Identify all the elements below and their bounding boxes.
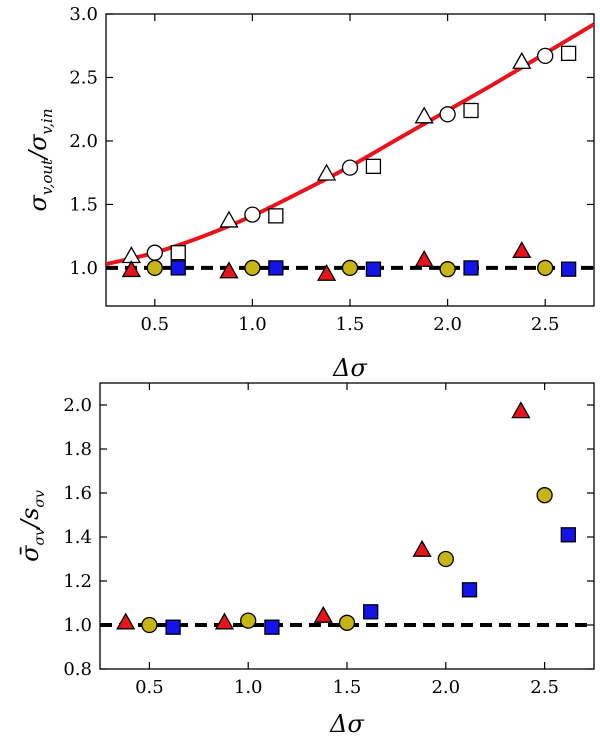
bottom-x-tick-label: 1.0	[234, 677, 263, 698]
bottom-series-1-circle-point	[338, 614, 356, 631]
top-y-tick-label: 3.0	[69, 4, 98, 25]
bottom-series-2-square-point	[560, 527, 576, 543]
top-series-5-square-point	[170, 260, 186, 276]
top-series-1-circle-point	[244, 206, 261, 223]
bottom-y-tick-label: 1.0	[63, 615, 92, 636]
top-panel: 0.5 1.0 1.5 2.0 2.5 1.0 1.5 2.0 2.5 3.0 Δσ σv,out…	[24, 4, 595, 382]
bottom-series-1-circle-point	[437, 550, 454, 568]
top-y-tick-label: 2.5	[69, 67, 98, 88]
top-x-tick-label: 2.5	[531, 314, 560, 335]
top-series-4-circle-point	[537, 259, 554, 277]
top-x-axis-title: Δσ	[332, 354, 367, 382]
top-series-2-square-point	[560, 45, 577, 62]
bottom-series-1-circle-point	[536, 487, 553, 504]
top-y-axis-title: σv,out/σv,in	[24, 109, 56, 212]
top-x-tick-label: 2.0	[433, 314, 462, 335]
top-x-tick-label: 1.5	[336, 314, 365, 335]
bottom-plot-content	[100, 401, 594, 635]
bottom-series-0-triangle-point	[412, 539, 432, 557]
top-x-tick-label: 1.0	[238, 314, 267, 335]
top-series-4-circle-point	[341, 259, 359, 277]
bottom-y-axis-title: σ̄σv/sσv	[16, 490, 48, 562]
bottom-series-2-square-point	[165, 619, 181, 635]
bottom-series-1-circle-point	[141, 616, 158, 634]
top-series-1-circle-point	[439, 106, 456, 123]
bottom-y-tick-label: 1.8	[63, 439, 92, 460]
top-series-1-circle-point	[341, 159, 359, 176]
top-series-3-triangle-point	[414, 249, 434, 267]
top-series-1-circle-point	[146, 244, 163, 261]
top-series-3-triangle-point	[512, 241, 532, 259]
top-series-4-circle-point	[439, 261, 456, 278]
top-series-0-triangle-point	[414, 106, 434, 124]
bottom-axes: 0.5 1.0 1.5 2.0 2.5 0.8 1.0 1.2 1.4 1.6 1.8 2.0	[63, 383, 594, 698]
bottom-y-tick-label: 1.6	[63, 483, 92, 504]
top-series-2-square-point	[170, 245, 186, 261]
bottom-x-tick-label: 2.0	[431, 677, 460, 698]
top-series-0-triangle-point	[512, 51, 532, 69]
bottom-x-tick-label: 1.5	[333, 677, 362, 698]
top-y-tick-label: 1.5	[69, 194, 98, 215]
top-series-3-triangle-point	[219, 261, 239, 279]
top-series-5-square-point	[560, 261, 577, 277]
bottom-x-tick-label: 2.5	[530, 677, 559, 698]
bottom-clipped-marks	[100, 401, 594, 635]
bottom-y-tick-label: 0.8	[63, 659, 92, 680]
top-y-tick-label: 2.0	[69, 131, 98, 152]
bottom-series-2-square-point	[461, 582, 478, 598]
top-series-5-square-point	[268, 260, 284, 276]
top-series-2-square-point	[463, 102, 479, 119]
top-series-2-square-point	[365, 158, 382, 174]
top-series-3-triangle-point	[316, 263, 337, 281]
bottom-x-axis-title: Δσ	[329, 710, 364, 738]
top-series-5-square-point	[365, 261, 382, 277]
top-clipped-marks	[106, 22, 594, 281]
bottom-series-2-square-point	[363, 604, 379, 620]
bottom-y-tick-label: 1.4	[63, 527, 92, 548]
top-series-0-triangle-point	[219, 210, 239, 228]
top-series-0-triangle-point	[316, 163, 337, 181]
bottom-y-tick-label: 1.2	[63, 571, 92, 592]
bottom-series-2-square-point	[264, 619, 280, 635]
bottom-series-0-triangle-point	[313, 605, 333, 623]
top-series-3-triangle-point	[121, 260, 141, 278]
top-series-4-circle-point	[146, 259, 163, 277]
top-series-2-square-point	[268, 208, 284, 224]
top-y-tick-label: 1.0	[69, 258, 98, 279]
top-series-4-circle-point	[244, 259, 261, 277]
bottom-series-0-triangle-point	[116, 612, 136, 630]
bottom-series-0-triangle-point	[214, 612, 235, 630]
top-plot-content	[106, 22, 594, 281]
top-series-1-circle-point	[537, 47, 554, 65]
bottom-series-0-triangle-point	[511, 401, 531, 419]
top-axes: 0.5 1.0 1.5 2.0 2.5 1.0 1.5 2.0 2.5 3.0	[69, 4, 594, 335]
bottom-panel: 0.5 1.0 1.5 2.0 2.50.81.01.21.41.61.82.0 Δσ …	[16, 382, 595, 738]
bottom-series-1-circle-point	[240, 612, 257, 629]
top-series-5-square-point	[463, 260, 479, 276]
top-x-tick-label: 0.5	[140, 314, 169, 335]
bottom-x-tick-label: 0.5	[135, 677, 164, 698]
bottom-y-tick-label: 2.0	[63, 395, 92, 416]
